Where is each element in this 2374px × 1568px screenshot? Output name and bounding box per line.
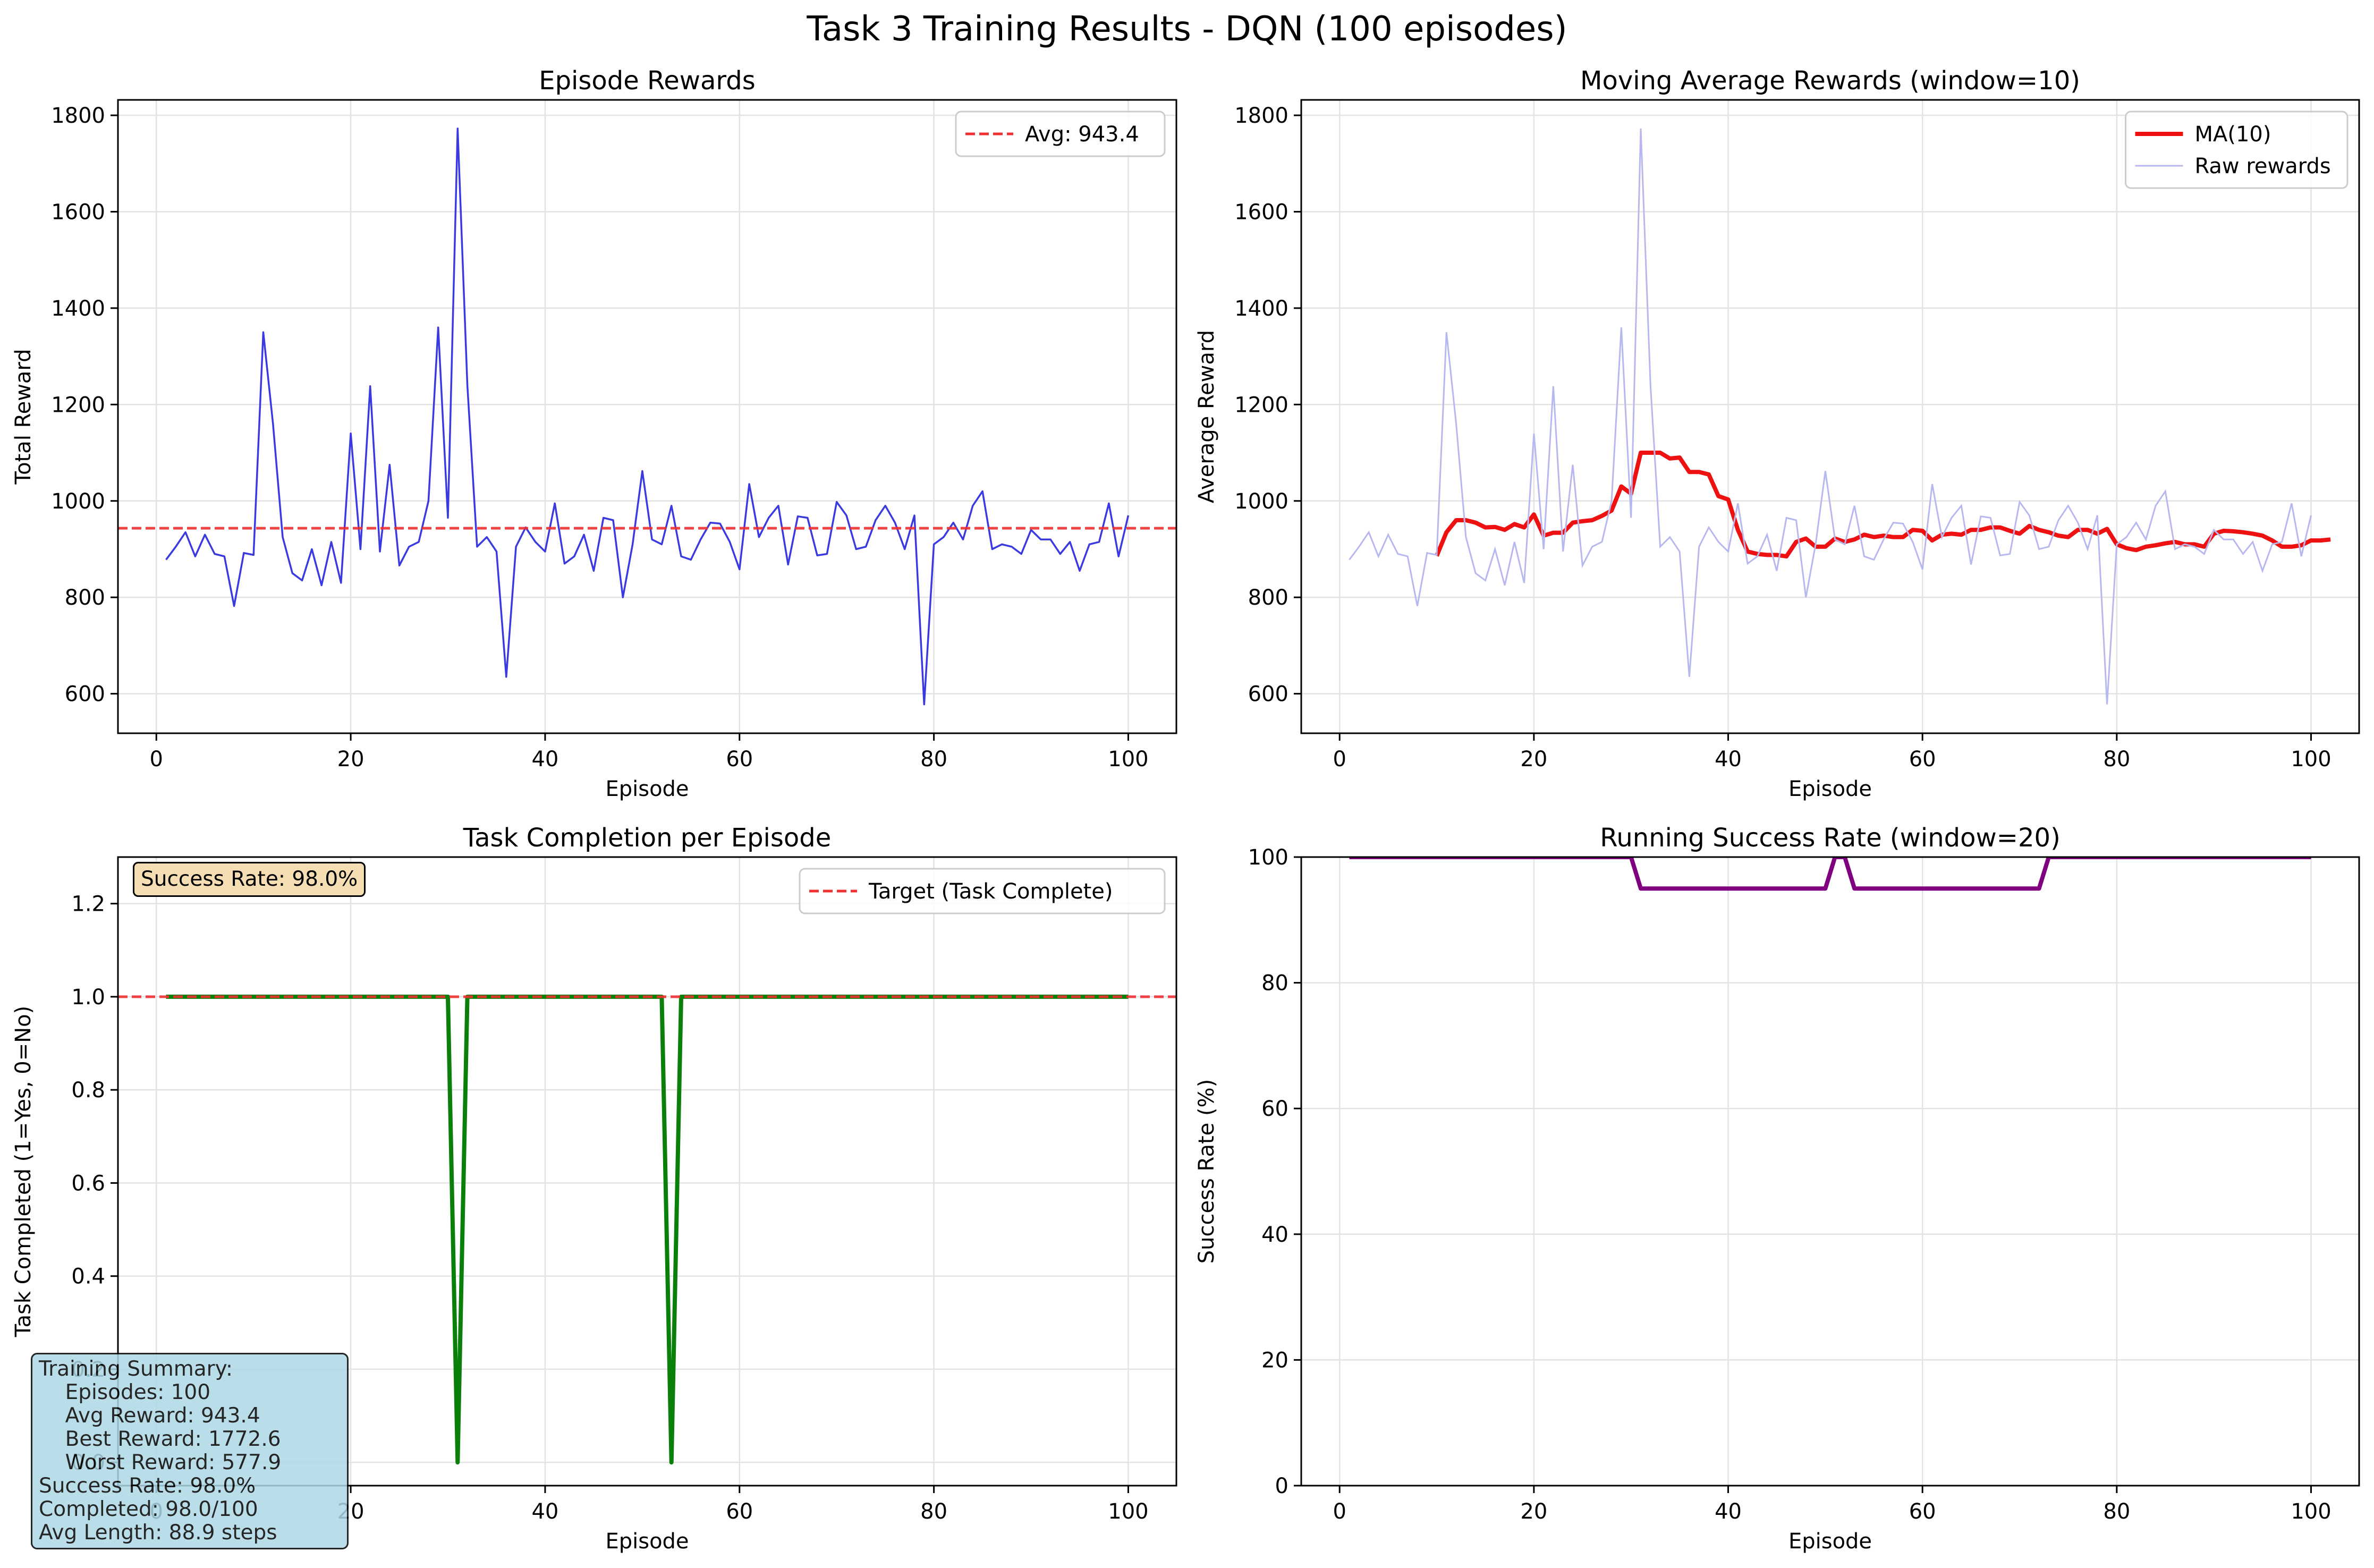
y-tick-label: 1400 bbox=[1234, 296, 1288, 321]
y-tick-label: 1000 bbox=[51, 489, 105, 514]
y-tick-label: 1800 bbox=[51, 104, 105, 128]
y-tick-label: 0 bbox=[1275, 1474, 1288, 1498]
y-tick-label: 20 bbox=[1261, 1348, 1288, 1372]
x-tick-label: 100 bbox=[2291, 747, 2331, 772]
summary-line: Success Rate: 98.0% bbox=[39, 1474, 256, 1498]
x-tick-label: 100 bbox=[1108, 1499, 1148, 1524]
x-axis-label: Episode bbox=[605, 777, 689, 801]
y-tick-label: 1.2 bbox=[71, 892, 105, 917]
chart-moving-average: 0 20 40 60 80 100 600 800 1000 1200 1400 1600 1800 Mo… bbox=[1194, 66, 2360, 801]
x-tick-label: 20 bbox=[1520, 1499, 1547, 1524]
x-tick-label: 80 bbox=[2103, 747, 2130, 772]
legend-box bbox=[955, 111, 1166, 157]
chart-title: Episode Rewards bbox=[539, 66, 756, 96]
summary-line: Episodes: 100 bbox=[39, 1380, 211, 1404]
x-tick-label: 40 bbox=[1715, 1499, 1742, 1524]
x-tick-label: 80 bbox=[920, 747, 947, 772]
y-tick-label: 800 bbox=[1248, 586, 1288, 610]
x-tick-label: 0 bbox=[1333, 1499, 1346, 1524]
training-summary-box: Training Summary: Episodes: 100 Avg Rewa… bbox=[31, 1353, 349, 1549]
success-rate-line bbox=[1349, 857, 2311, 891]
x-tick-label: 60 bbox=[1909, 747, 1936, 772]
x-axis-label: Episode bbox=[1788, 1529, 1872, 1554]
x-tick-label: 0 bbox=[1333, 747, 1346, 772]
plot-area bbox=[1349, 857, 2311, 891]
axes-frame bbox=[117, 99, 1177, 734]
y-tick-label: 100 bbox=[1248, 845, 1288, 870]
chart-episode-rewards: 0 20 40 60 80 100 600 800 1000 1200 1400 1600 1800 Ep… bbox=[11, 66, 1177, 801]
y-axis-label: Success Rate (%) bbox=[1194, 1079, 1219, 1264]
y-tick-label: 800 bbox=[65, 586, 105, 610]
legend: Target (Task Complete) bbox=[799, 868, 1166, 914]
figure-title: Task 3 Training Results - DQN (100 episo… bbox=[806, 10, 1567, 49]
y-tick-label: 600 bbox=[1248, 682, 1288, 707]
moving-average-line bbox=[1435, 451, 2331, 559]
legend-entry: Raw rewards bbox=[2195, 154, 2331, 179]
x-tick-label: 40 bbox=[1715, 747, 1742, 772]
axes-frame bbox=[1300, 856, 2360, 1487]
y-axis-label: Total Reward bbox=[11, 349, 36, 485]
x-axis-label: Episode bbox=[605, 1529, 689, 1554]
chart-title: Task Completion per Episode bbox=[463, 823, 832, 853]
x-tick-label: 60 bbox=[1909, 1499, 1936, 1524]
y-axis-label: Average Reward bbox=[1194, 330, 1219, 503]
x-tick-label: 20 bbox=[1520, 747, 1547, 772]
legend: MA(10) Raw rewards bbox=[2125, 111, 2348, 189]
y-tick-label: 1600 bbox=[1234, 200, 1288, 224]
legend-entry: Target (Task Complete) bbox=[868, 879, 1113, 904]
y-tick-label: 0.4 bbox=[71, 1265, 105, 1289]
chart-running-success: 0 20 40 60 80 100 0 20 40 60 80 100 Running Success … bbox=[1194, 823, 2360, 1554]
legend-box bbox=[799, 868, 1166, 914]
y-axis-label: Task Completed (1=Yes, 0=No) bbox=[11, 1006, 36, 1337]
axes-frame bbox=[1300, 99, 2360, 734]
y-tick-label: 1400 bbox=[51, 296, 105, 321]
chart-title: Moving Average Rewards (window=10) bbox=[1580, 66, 2080, 96]
x-tick-label: 100 bbox=[2291, 1499, 2331, 1524]
plot-area bbox=[1349, 128, 2331, 705]
legend-entry: MA(10) bbox=[2195, 122, 2271, 147]
x-tick-label: 0 bbox=[150, 747, 163, 772]
x-tick-label: 60 bbox=[726, 1499, 753, 1524]
y-tick-label: 1200 bbox=[51, 393, 105, 417]
reward-line bbox=[165, 128, 1130, 706]
y-tick-label: 1.0 bbox=[71, 985, 105, 1010]
raw-rewards-line bbox=[1349, 128, 2312, 705]
legend-box bbox=[2125, 111, 2348, 189]
y-tick-label: 40 bbox=[1261, 1223, 1288, 1247]
y-tick-label: 0.8 bbox=[71, 1078, 105, 1103]
plot-area bbox=[118, 994, 1176, 1465]
x-tick-label: 20 bbox=[337, 747, 364, 772]
plot-area bbox=[118, 128, 1176, 706]
x-tick-label: 80 bbox=[2103, 1499, 2130, 1524]
y-tick-label: 0.6 bbox=[71, 1171, 105, 1196]
summary-line: Avg Length: 88.9 steps bbox=[39, 1521, 277, 1545]
y-tick-label: 1200 bbox=[1234, 393, 1288, 417]
y-tick-label: 600 bbox=[65, 682, 105, 707]
summary-line: Training Summary: bbox=[39, 1357, 233, 1381]
y-tick-label: 80 bbox=[1261, 971, 1288, 996]
x-tick-label: 60 bbox=[726, 747, 753, 772]
legend: Avg: 943.4 bbox=[955, 111, 1166, 157]
x-tick-label: 100 bbox=[1108, 747, 1148, 772]
x-tick-label: 40 bbox=[531, 1499, 558, 1524]
y-tick-label: 1800 bbox=[1234, 104, 1288, 128]
chart-title: Running Success Rate (window=20) bbox=[1600, 823, 2061, 853]
x-axis-label: Episode bbox=[1788, 777, 1872, 801]
legend-entry: Avg: 943.4 bbox=[1025, 122, 1139, 147]
summary-line: Completed: 98.0/100 bbox=[39, 1497, 258, 1521]
summary-line: Avg Reward: 943.4 bbox=[39, 1404, 260, 1428]
axes-frame bbox=[117, 856, 1177, 1487]
summary-line: Worst Reward: 577.9 bbox=[39, 1451, 282, 1474]
y-tick-label: 1600 bbox=[51, 200, 105, 224]
success-rate-annotation: Success Rate: 98.0% bbox=[133, 862, 366, 897]
x-tick-label: 80 bbox=[920, 1499, 947, 1524]
y-tick-label: 1000 bbox=[1234, 489, 1288, 514]
x-tick-label: 40 bbox=[531, 747, 558, 772]
summary-line: Best Reward: 1772.6 bbox=[39, 1427, 281, 1451]
y-tick-label: 60 bbox=[1261, 1097, 1288, 1121]
